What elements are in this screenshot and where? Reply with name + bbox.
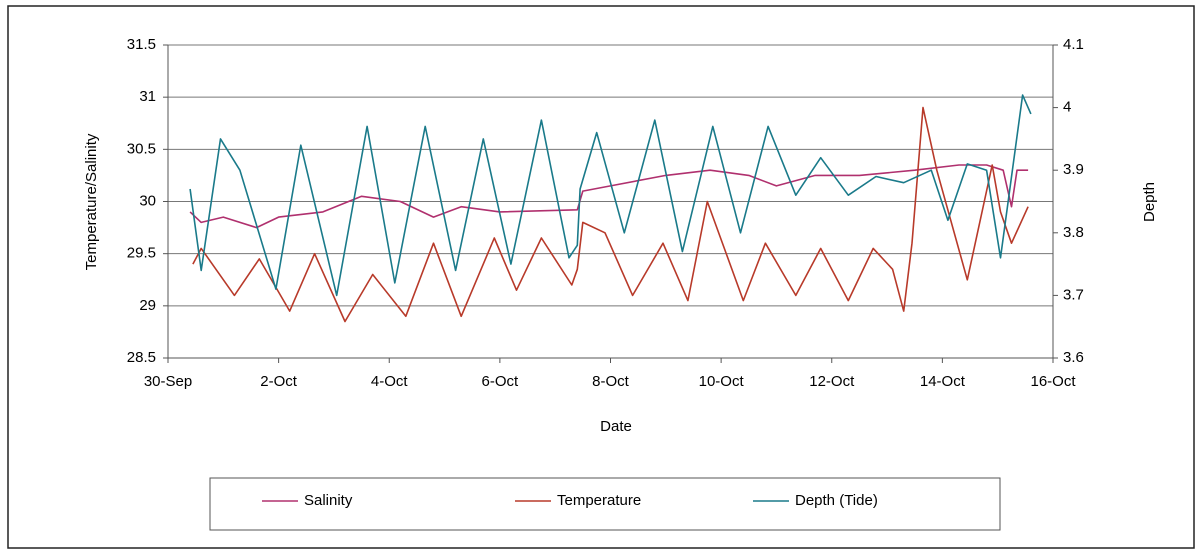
y-tick-label: 29 bbox=[139, 297, 156, 314]
x-tick-label: 10-Oct bbox=[699, 373, 745, 390]
x-tick-label: 4-Oct bbox=[371, 373, 409, 390]
legend-box bbox=[209, 477, 1001, 531]
x-tick-label: 8-Oct bbox=[592, 373, 630, 390]
x-tick-label: 6-Oct bbox=[482, 373, 520, 390]
y2-axis-title: Depth bbox=[1141, 182, 1158, 222]
y2-tick-label: 3.9 bbox=[1063, 161, 1084, 178]
y-tick-label: 31.5 bbox=[127, 36, 156, 53]
y-tick-label: 29.5 bbox=[127, 245, 156, 262]
y-tick-label: 30.5 bbox=[127, 140, 156, 157]
x-axis-title: Date bbox=[600, 418, 632, 435]
y-tick-label: 30 bbox=[139, 192, 156, 209]
chart-frame bbox=[7, 5, 1195, 549]
x-tick-label: 30-Sep bbox=[144, 373, 192, 390]
x-tick-label: 12-Oct bbox=[809, 373, 855, 390]
legend-label: Depth (Tide) bbox=[795, 492, 878, 509]
y2-tick-label: 3.8 bbox=[1063, 224, 1084, 241]
y2-tick-label: 4.1 bbox=[1063, 36, 1084, 53]
y-axis-title: Temperature/Salinity bbox=[83, 133, 100, 270]
series-line bbox=[189, 164, 1029, 229]
x-tick-label: 14-Oct bbox=[920, 373, 966, 390]
y2-tick-label: 3.7 bbox=[1063, 286, 1084, 303]
x-tick-label: 16-Oct bbox=[1030, 373, 1076, 390]
y-tick-label: 28.5 bbox=[127, 349, 156, 366]
y2-tick-label: 3.6 bbox=[1063, 349, 1084, 366]
y2-tick-label: 4 bbox=[1063, 99, 1071, 116]
series-line bbox=[189, 94, 1032, 297]
series-line bbox=[192, 106, 1029, 323]
x-tick-label: 2-Oct bbox=[260, 373, 298, 390]
legend-label: Temperature bbox=[557, 492, 641, 509]
legend-label: Salinity bbox=[304, 492, 353, 509]
y-tick-label: 31 bbox=[139, 88, 156, 105]
